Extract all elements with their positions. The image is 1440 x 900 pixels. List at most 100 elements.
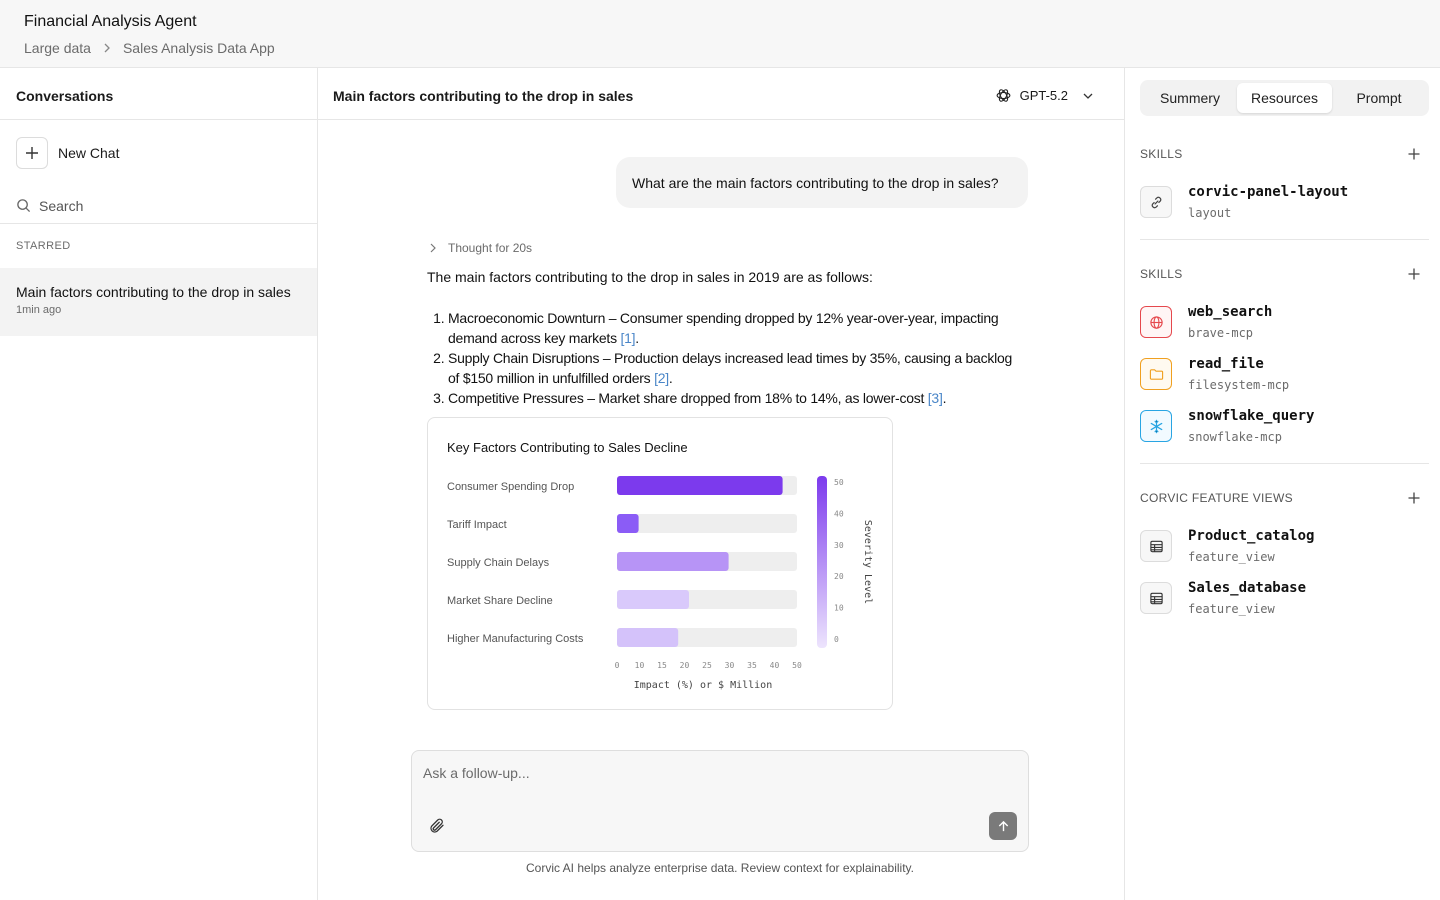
citation-link[interactable]: [1] bbox=[620, 330, 636, 346]
resource-item-snowflake-query[interactable]: snowflake_query snowflake-mcp bbox=[1140, 408, 1429, 450]
bar bbox=[617, 552, 729, 571]
x-tick-label: 20 bbox=[680, 661, 690, 670]
citation-link[interactable]: [2] bbox=[654, 370, 669, 386]
bar-label: Tariff Impact bbox=[447, 519, 507, 531]
resource-name: read_file bbox=[1188, 356, 1264, 372]
bar bbox=[617, 590, 689, 609]
chevron-right-icon bbox=[104, 43, 110, 53]
bar-label: Higher Manufacturing Costs bbox=[447, 633, 584, 645]
openai-logo-icon bbox=[996, 89, 1010, 102]
resource-item-product-catalog[interactable]: Product_catalog feature_view bbox=[1140, 528, 1429, 570]
conversation-title: Main factors contributing to the drop in… bbox=[16, 284, 291, 300]
colorbar-tick-label: 30 bbox=[834, 541, 844, 550]
resource-source: feature_view bbox=[1188, 550, 1275, 564]
breadcrumb: Large data Sales Analysis Data App bbox=[24, 40, 275, 56]
resource-name: corvic-panel-layout bbox=[1188, 184, 1349, 200]
colorbar-tick-label: 40 bbox=[834, 509, 844, 518]
colorbar bbox=[817, 476, 827, 648]
resource-item-corvic-panel-layout[interactable]: corvic-panel-layout layout bbox=[1140, 184, 1429, 226]
list-item: Macroeconomic Downturn – Consumer spendi… bbox=[448, 308, 1017, 348]
bar-label: Supply Chain Delays bbox=[447, 557, 550, 569]
colorbar-tick-label: 50 bbox=[834, 478, 844, 487]
x-tick-label: 30 bbox=[725, 661, 735, 670]
globe-icon bbox=[1140, 306, 1172, 338]
search-icon bbox=[17, 199, 31, 213]
conversation-time: 1min ago bbox=[16, 304, 62, 316]
add-skill-icon[interactable] bbox=[1408, 148, 1420, 160]
section-label-feature-views: CORVIC FEATURE VIEWS bbox=[1140, 491, 1293, 505]
chat-main: Main factors contributing to the drop in… bbox=[318, 68, 1124, 900]
folder-icon bbox=[1140, 358, 1172, 390]
breadcrumb-item-large-data[interactable]: Large data bbox=[24, 40, 91, 56]
x-tick-label: 50 bbox=[792, 661, 802, 670]
starred-section-label: STARRED bbox=[16, 240, 71, 252]
chevron-right-icon bbox=[430, 243, 436, 253]
resource-item-sales-database[interactable]: Sales_database feature_view bbox=[1140, 580, 1429, 622]
bar-chart: Consumer Spending Drop Tariff Impact Suppl… bbox=[447, 476, 873, 691]
model-selector[interactable]: GPT-5.2 bbox=[995, 87, 1094, 104]
section-label-skills: SKILLS bbox=[1140, 267, 1183, 281]
resource-name: snowflake_query bbox=[1188, 408, 1315, 424]
sidebar-title: Conversations bbox=[0, 68, 317, 120]
table-icon bbox=[1140, 530, 1172, 562]
x-tick-label: 10 bbox=[635, 661, 645, 670]
thought-label: Thought for 20s bbox=[448, 241, 533, 255]
resource-source: brave-mcp bbox=[1188, 326, 1254, 340]
chart-card: Key Factors Contributing to Sales Declin… bbox=[427, 417, 893, 710]
tab-resources[interactable]: Resources bbox=[1237, 83, 1332, 113]
section-label-skills: SKILLS bbox=[1140, 147, 1183, 161]
follow-up-input[interactable] bbox=[423, 765, 1013, 789]
composer bbox=[411, 750, 1029, 852]
bar-label: Consumer Spending Drop bbox=[447, 481, 574, 493]
resource-item-web-search[interactable]: web_search brave-mcp bbox=[1140, 304, 1429, 346]
breadcrumb-item-app[interactable]: Sales Analysis Data App bbox=[122, 40, 275, 56]
panel-tabs: Summery Resources Prompt bbox=[1140, 80, 1429, 116]
resource-name: web_search bbox=[1188, 304, 1273, 320]
answer-point-text: Competitive Pressures – Market share dro… bbox=[448, 390, 928, 406]
link-icon bbox=[1140, 186, 1172, 218]
chevron-down-icon bbox=[1083, 93, 1093, 99]
add-feature-view-icon[interactable] bbox=[1408, 492, 1420, 504]
resources-panel: Summery Resources Prompt SKILLS corvic-p… bbox=[1124, 68, 1440, 900]
colorbar-tick-label: 20 bbox=[834, 572, 844, 581]
tab-summery[interactable]: Summery bbox=[1160, 90, 1220, 106]
answer-point-text: Macroeconomic Downturn – Consumer spendi… bbox=[448, 310, 999, 346]
x-tick-label: 0 bbox=[615, 661, 620, 670]
colorbar-tick-label: 10 bbox=[834, 604, 844, 613]
colorbar-tick-label: 0 bbox=[834, 635, 839, 644]
bar-label: Market Share Decline bbox=[447, 595, 553, 607]
resource-source: layout bbox=[1188, 206, 1232, 220]
citation-link[interactable]: [3] bbox=[927, 390, 943, 406]
search-input[interactable] bbox=[39, 197, 289, 214]
resource-item-read-file[interactable]: read_file filesystem-mcp bbox=[1140, 356, 1429, 398]
x-tick-label: 15 bbox=[657, 661, 667, 670]
conversations-sidebar: Conversations New Chat STARRED Main fact… bbox=[0, 68, 318, 900]
answer-intro: The main factors contributing to the dro… bbox=[427, 269, 873, 285]
conversation-item[interactable]: Main factors contributing to the drop in… bbox=[0, 268, 317, 336]
thought-toggle[interactable]: Thought for 20s bbox=[428, 241, 532, 255]
table-icon bbox=[1140, 582, 1172, 614]
bar bbox=[617, 514, 639, 533]
send-button[interactable] bbox=[989, 812, 1017, 840]
resource-name: Product_catalog bbox=[1188, 528, 1315, 544]
plus-icon bbox=[16, 137, 48, 169]
x-tick-label: 25 bbox=[702, 661, 712, 670]
answer-list: Macroeconomic Downturn – Consumer spendi… bbox=[427, 308, 1017, 408]
model-name: GPT-5.2 bbox=[1019, 88, 1068, 103]
chart-title: Key Factors Contributing to Sales Declin… bbox=[447, 440, 688, 455]
x-axis-label: Impact (%) or $ Million bbox=[634, 680, 772, 691]
chat-title: Main factors contributing to the drop in… bbox=[333, 88, 634, 104]
resource-source: filesystem-mcp bbox=[1188, 378, 1290, 392]
top-bar: Financial Analysis Agent Large data Sale… bbox=[0, 0, 1440, 68]
chat-header: Main factors contributing to the drop in… bbox=[318, 68, 1124, 120]
new-chat-button[interactable]: New Chat bbox=[16, 137, 119, 169]
bar-track bbox=[617, 514, 797, 533]
answer-point-text: Supply Chain Disruptions – Production de… bbox=[448, 350, 1013, 386]
paperclip-icon[interactable] bbox=[428, 817, 446, 835]
app-title: Financial Analysis Agent bbox=[24, 13, 197, 30]
bar bbox=[617, 628, 679, 647]
tab-prompt[interactable]: Prompt bbox=[1356, 90, 1402, 106]
add-skill-icon[interactable] bbox=[1408, 268, 1420, 280]
colorbar-label: Severity Level bbox=[862, 520, 873, 604]
divider bbox=[1140, 463, 1429, 464]
